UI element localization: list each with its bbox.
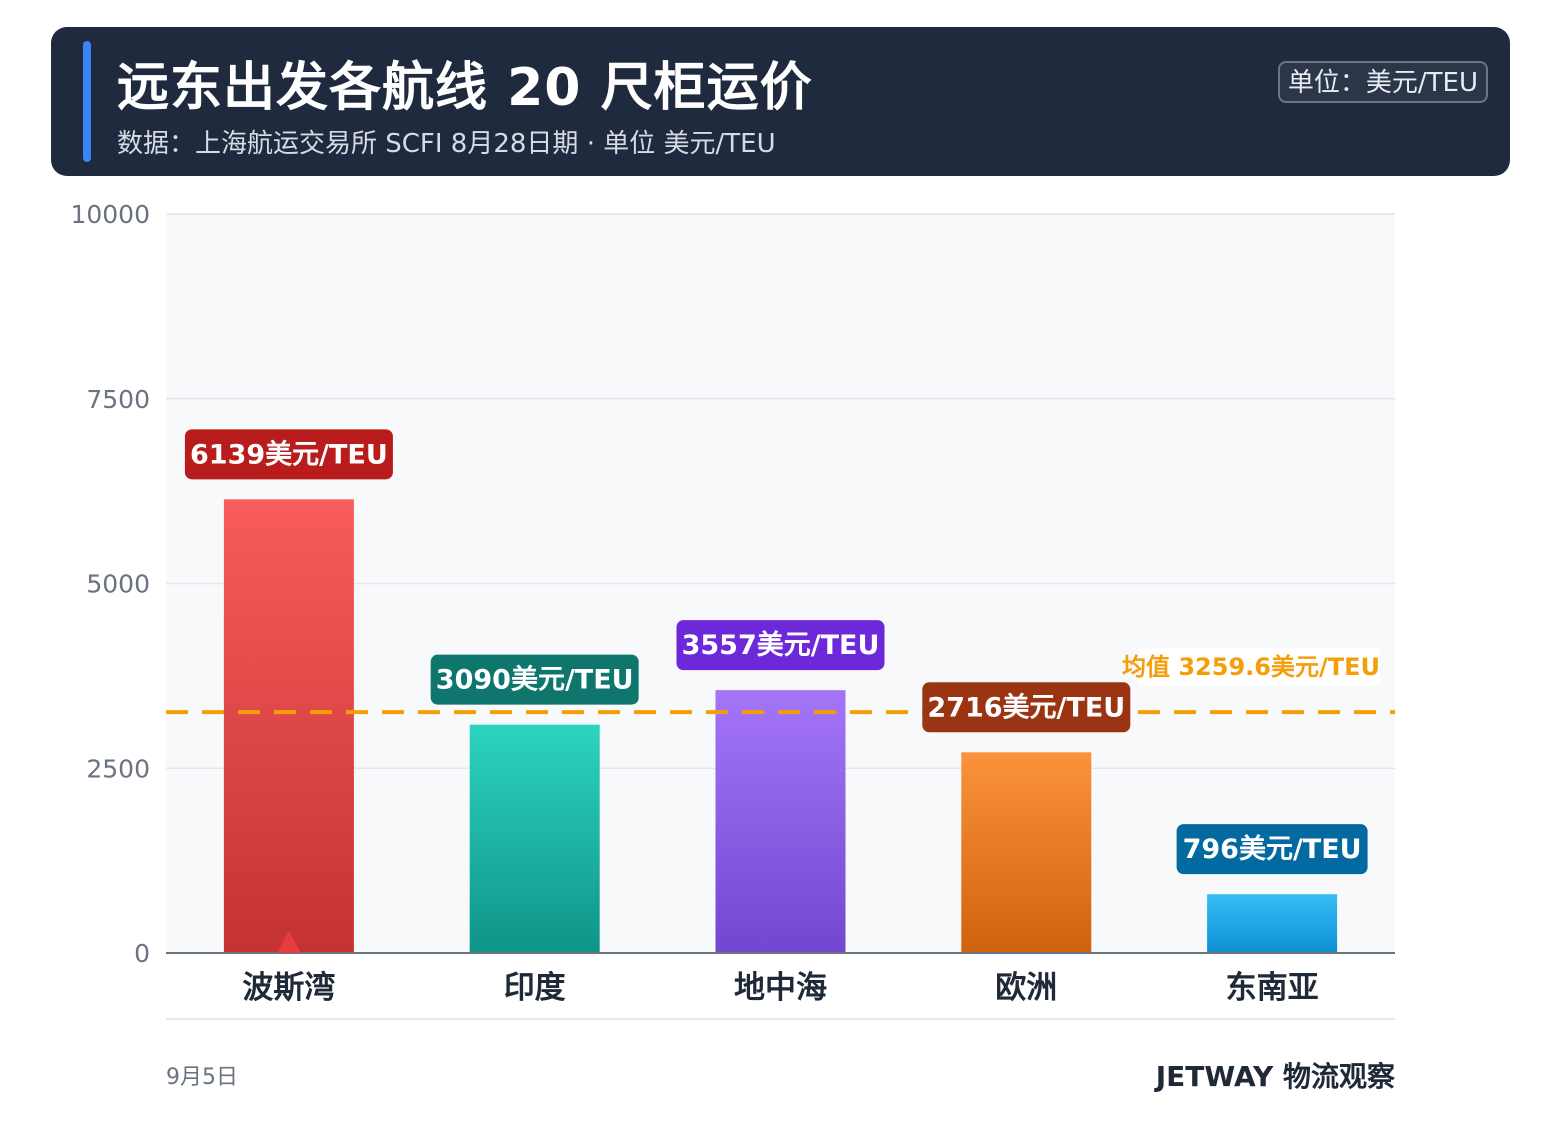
bar: [469, 724, 600, 953]
x-tick-label: 东南亚: [1226, 970, 1319, 1006]
data-label-badge: [1176, 824, 1368, 875]
data-label-badge: [922, 682, 1131, 733]
highlight-marker-icon: [276, 931, 301, 953]
x-tick-label: 印度: [504, 970, 566, 1006]
unit-badge: 单位：美元/TEU: [1277, 61, 1488, 103]
bar: [715, 690, 846, 953]
y-tick-label: 10000: [70, 200, 150, 229]
data-label-text: 2716美元/TEU: [927, 691, 1125, 723]
data-label: 3557美元/TEU: [676, 620, 885, 671]
data-label: 2716美元/TEU: [922, 682, 1131, 733]
data-label: 6139美元/TEU: [184, 429, 393, 480]
data-label-badge: [184, 429, 393, 480]
data-label-text: 6139美元/TEU: [190, 438, 388, 470]
chart-title: 远东出发各航线 20 尺柜运价: [117, 58, 813, 118]
data-label-badge: [676, 620, 885, 671]
x-tick-label: 欧洲: [995, 970, 1057, 1006]
mean-label-bg: [1139, 648, 1380, 687]
y-tick-label: 0: [134, 939, 150, 968]
footer-divider: [166, 1018, 1395, 1020]
bar: [223, 499, 354, 953]
bar: [961, 752, 1092, 953]
header-accent-bar: [83, 41, 91, 162]
footer-brand: JETWAY 物流观察: [1155, 1060, 1395, 1093]
y-tick-label: 5000: [86, 570, 150, 599]
mean-label-text: 均值 3259.6美元/TEU: [1122, 653, 1380, 681]
mean-label: 均值 3259.6美元/TEU: [1122, 648, 1380, 687]
data-label: 796美元/TEU: [1176, 824, 1368, 875]
footer-date: 9月5日: [166, 1065, 238, 1090]
y-tick-label: 7500: [86, 385, 150, 414]
data-label-text: 3557美元/TEU: [682, 629, 880, 661]
data-label-badge: [430, 654, 639, 705]
data-label-text: 796美元/TEU: [1183, 833, 1362, 865]
x-tick-label: 地中海: [734, 970, 827, 1006]
x-tick-label: 波斯湾: [242, 970, 335, 1006]
data-label: 3090美元/TEU: [430, 654, 639, 705]
data-label-text: 3090美元/TEU: [436, 664, 634, 696]
bar: [1207, 894, 1338, 953]
y-tick-label: 2500: [86, 754, 150, 783]
chart-subtitle: 数据：上海航运交易所 SCFI 8月28日期 · 单位 美元/TEU: [117, 129, 776, 159]
chart-header: 远东出发各航线 20 尺柜运价 数据：上海航运交易所 SCFI 8月28日期 ·…: [51, 27, 1510, 176]
